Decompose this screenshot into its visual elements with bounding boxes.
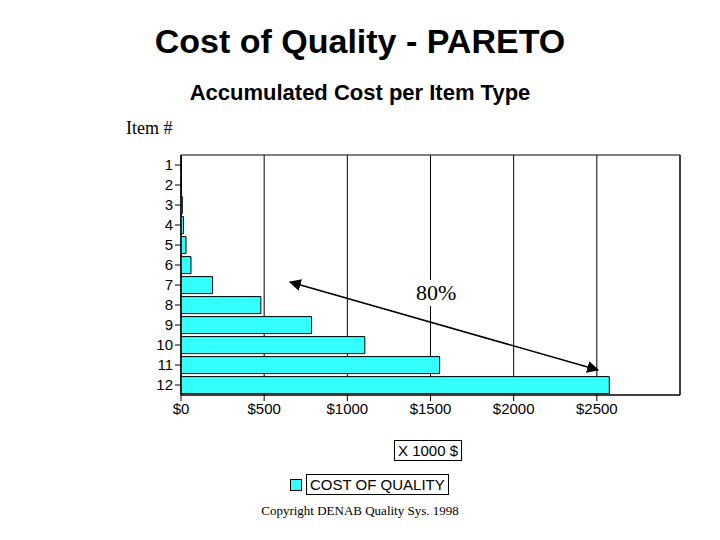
svg-text:$1500: $1500: [410, 400, 452, 417]
html-text:Accumulated Cost per Item Type: Accumulated Cost per Item Type: [189, 80, 531, 105]
svg-text:7: 7: [165, 276, 173, 293]
svg-text:2: 2: [165, 176, 173, 193]
html-text:Copyright DENAB Quality Sys. 1: Copyright DENAB Quality Sys. 1998: [261, 503, 459, 518]
svg-text:$1000: $1000: [326, 400, 368, 417]
html-text:80%: 80%: [416, 280, 457, 305]
svg-text:8: 8: [165, 296, 173, 313]
svg-text:12: 12: [156, 376, 173, 393]
svg-text:4: 4: [165, 216, 173, 233]
svg-text:$500: $500: [247, 400, 280, 417]
svg-text:5: 5: [165, 236, 173, 253]
svg-text:$2000: $2000: [493, 400, 535, 417]
svg-text:3: 3: [165, 196, 173, 213]
svg-text:9: 9: [165, 316, 173, 333]
svg-text:$0: $0: [173, 400, 190, 417]
html-text:Cost of Quality - PARETO: Cost of Quality - PARETO: [154, 22, 566, 60]
html-text:Item #: Item #: [126, 118, 173, 138]
svg-text:6: 6: [165, 256, 173, 273]
svg-text:10: 10: [156, 336, 173, 353]
svg-text:1: 1: [165, 156, 173, 173]
svg-text:$2500: $2500: [576, 400, 618, 417]
html-text:COST OF QUALITY: COST OF QUALITY: [310, 476, 445, 493]
svg-text:11: 11: [157, 356, 173, 373]
html-text:X 1000 $: X 1000 $: [398, 442, 459, 459]
